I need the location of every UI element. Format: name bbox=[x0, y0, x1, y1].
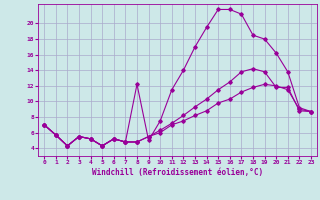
X-axis label: Windchill (Refroidissement éolien,°C): Windchill (Refroidissement éolien,°C) bbox=[92, 168, 263, 177]
